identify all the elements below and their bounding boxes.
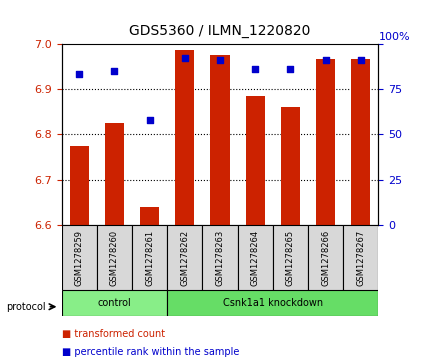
- Text: GSM1278260: GSM1278260: [110, 230, 119, 286]
- Point: [322, 57, 329, 63]
- Bar: [316, 60, 335, 225]
- FancyBboxPatch shape: [97, 225, 132, 290]
- FancyBboxPatch shape: [62, 290, 167, 316]
- Bar: [210, 55, 230, 225]
- Bar: [246, 96, 265, 225]
- Point: [76, 72, 83, 77]
- Bar: [175, 50, 194, 225]
- Text: GDS5360 / ILMN_1220820: GDS5360 / ILMN_1220820: [129, 24, 311, 38]
- Text: GSM1278262: GSM1278262: [180, 230, 189, 286]
- Bar: [281, 107, 300, 225]
- Point: [181, 55, 188, 61]
- FancyBboxPatch shape: [62, 225, 97, 290]
- Text: protocol: protocol: [7, 302, 46, 312]
- Point: [252, 66, 259, 72]
- Text: Csnk1a1 knockdown: Csnk1a1 knockdown: [223, 298, 323, 308]
- Text: GSM1278266: GSM1278266: [321, 230, 330, 286]
- FancyBboxPatch shape: [273, 225, 308, 290]
- Bar: [70, 146, 89, 225]
- Bar: [105, 123, 124, 225]
- Point: [216, 57, 224, 63]
- Text: 100%: 100%: [378, 32, 410, 42]
- Text: GSM1278261: GSM1278261: [145, 230, 154, 286]
- Text: GSM1278259: GSM1278259: [75, 230, 84, 286]
- Text: GSM1278263: GSM1278263: [216, 230, 224, 286]
- Text: GSM1278265: GSM1278265: [286, 230, 295, 286]
- FancyBboxPatch shape: [167, 225, 202, 290]
- Point: [357, 57, 364, 63]
- Text: ■ percentile rank within the sample: ■ percentile rank within the sample: [62, 347, 239, 358]
- FancyBboxPatch shape: [167, 290, 378, 316]
- FancyBboxPatch shape: [238, 225, 273, 290]
- Text: GSM1278264: GSM1278264: [251, 230, 260, 286]
- Point: [111, 68, 118, 74]
- Bar: [351, 60, 370, 225]
- Point: [287, 66, 294, 72]
- Text: GSM1278267: GSM1278267: [356, 230, 365, 286]
- Point: [146, 117, 153, 123]
- FancyBboxPatch shape: [343, 225, 378, 290]
- Text: control: control: [98, 298, 131, 308]
- Text: ■ transformed count: ■ transformed count: [62, 329, 165, 339]
- FancyBboxPatch shape: [202, 225, 238, 290]
- Bar: [140, 207, 159, 225]
- FancyBboxPatch shape: [308, 225, 343, 290]
- FancyBboxPatch shape: [132, 225, 167, 290]
